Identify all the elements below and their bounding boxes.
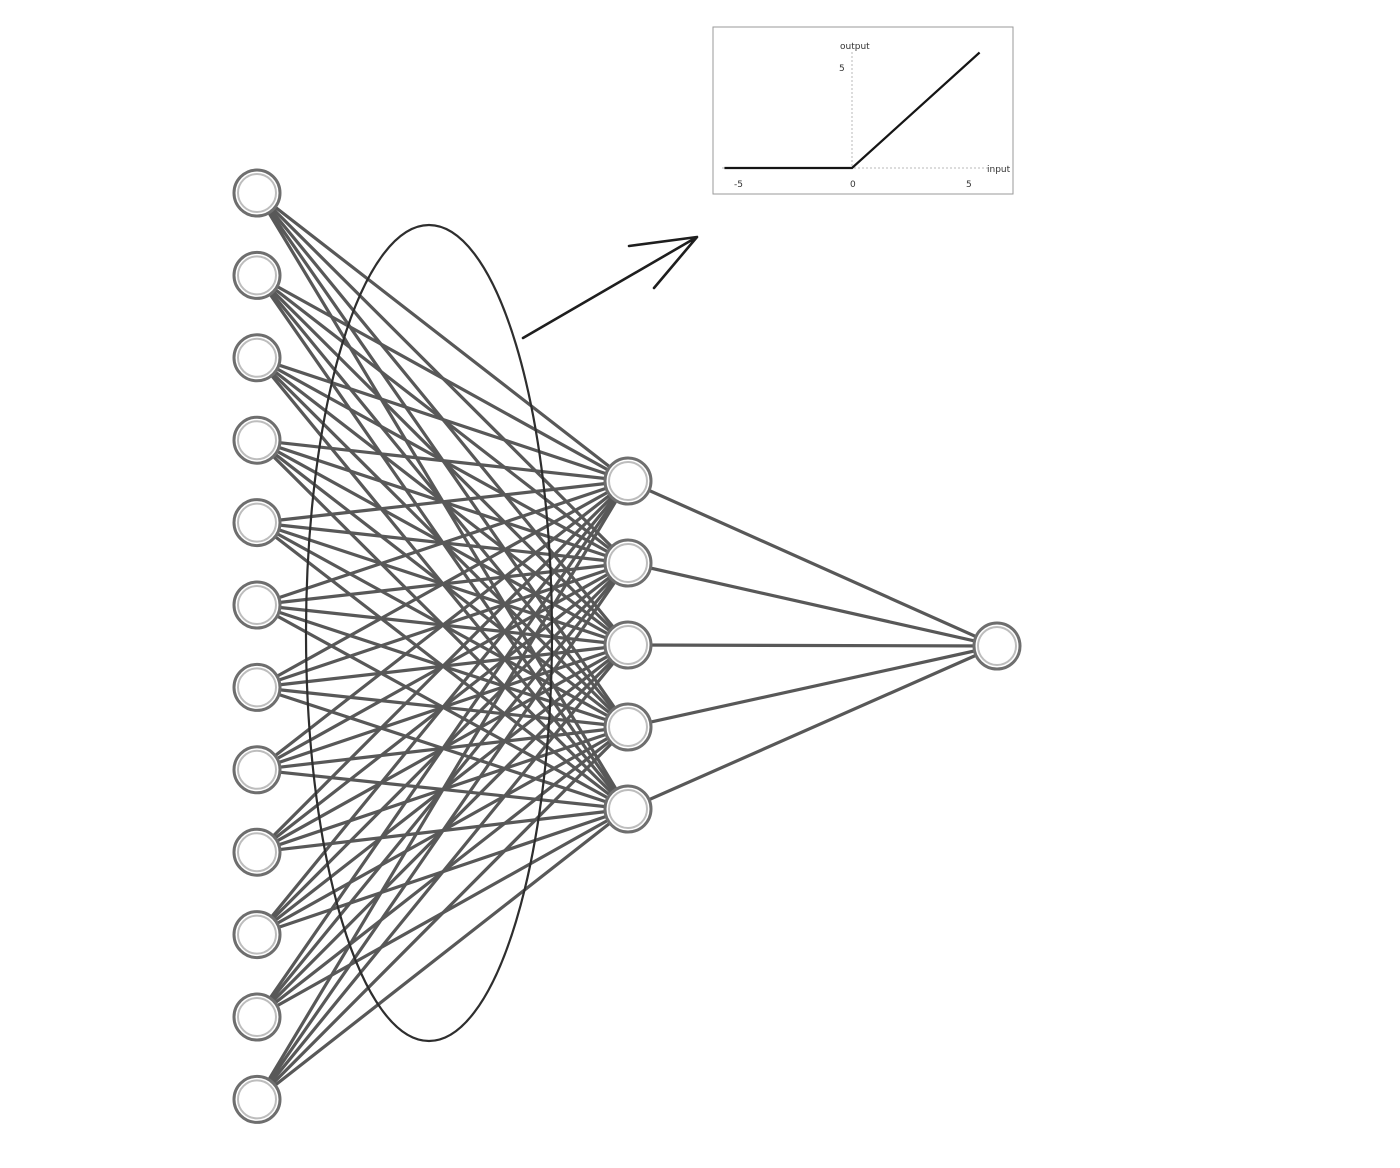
input-node-9 [232,827,282,877]
y-tick-5: 5 [839,64,845,74]
x-tick-minus-5: -5 [734,180,743,190]
y-axis-label: output [840,42,870,52]
activation-function-plot: output input 5 -5 0 5 [712,26,1014,195]
edge-input-1-hidden-1 [255,191,630,483]
edge-hidden-5-output-1 [626,644,999,811]
network-nodes [232,168,1022,1124]
hidden-weights-highlight-ellipse [304,223,554,1043]
edge-hidden-2-output-1 [626,561,999,648]
input-node-3 [232,333,282,383]
edge-input-2-hidden-1 [255,273,630,483]
edge-input-7-hidden-1 [255,479,630,690]
edge-input-10-hidden-1 [255,479,630,937]
input-node-7 [232,662,282,712]
edge-input-6-hidden-1 [255,479,630,607]
arrow-icon [521,235,699,340]
input-node-2 [232,250,282,300]
edge-input-5-hidden-1 [255,479,630,525]
x-tick-5: 5 [966,180,972,190]
edge-input-12-hidden-1 [255,479,630,1102]
edge-hidden-3-output-1 [626,643,999,648]
hidden-node-1 [603,456,653,506]
edge-input-3-hidden-1 [255,356,630,483]
edge-input-12-hidden-5 [255,807,630,1102]
edge-hidden-4-output-1 [626,644,999,729]
input-node-10 [232,910,282,960]
edge-input-11-hidden-1 [255,479,630,1019]
network-edges [255,191,999,1102]
output-node-1 [972,621,1022,671]
hidden-node-4 [603,702,653,752]
input-node-12 [232,1074,282,1124]
edge-input-12-hidden-3 [255,643,630,1102]
edge-input-4-hidden-1 [255,438,630,483]
input-node-4 [232,415,282,465]
x-axis-label: input [987,165,1011,175]
hidden-node-5 [603,784,653,834]
plot-frame [712,26,1014,195]
edge-input-12-hidden-4 [255,725,630,1102]
input-node-11 [232,992,282,1042]
input-node-1 [232,168,282,218]
edge-hidden-1-output-1 [626,479,999,648]
hidden-node-2 [603,538,653,588]
edge-input-12-hidden-2 [255,561,630,1102]
input-node-6 [232,580,282,630]
input-node-5 [232,498,282,548]
edge-input-9-hidden-1 [255,479,630,854]
input-node-8 [232,745,282,795]
relu-curve [724,51,981,170]
hidden-node-3 [603,620,653,670]
x-tick-0: 0 [850,180,856,190]
edge-input-8-hidden-1 [255,479,630,772]
